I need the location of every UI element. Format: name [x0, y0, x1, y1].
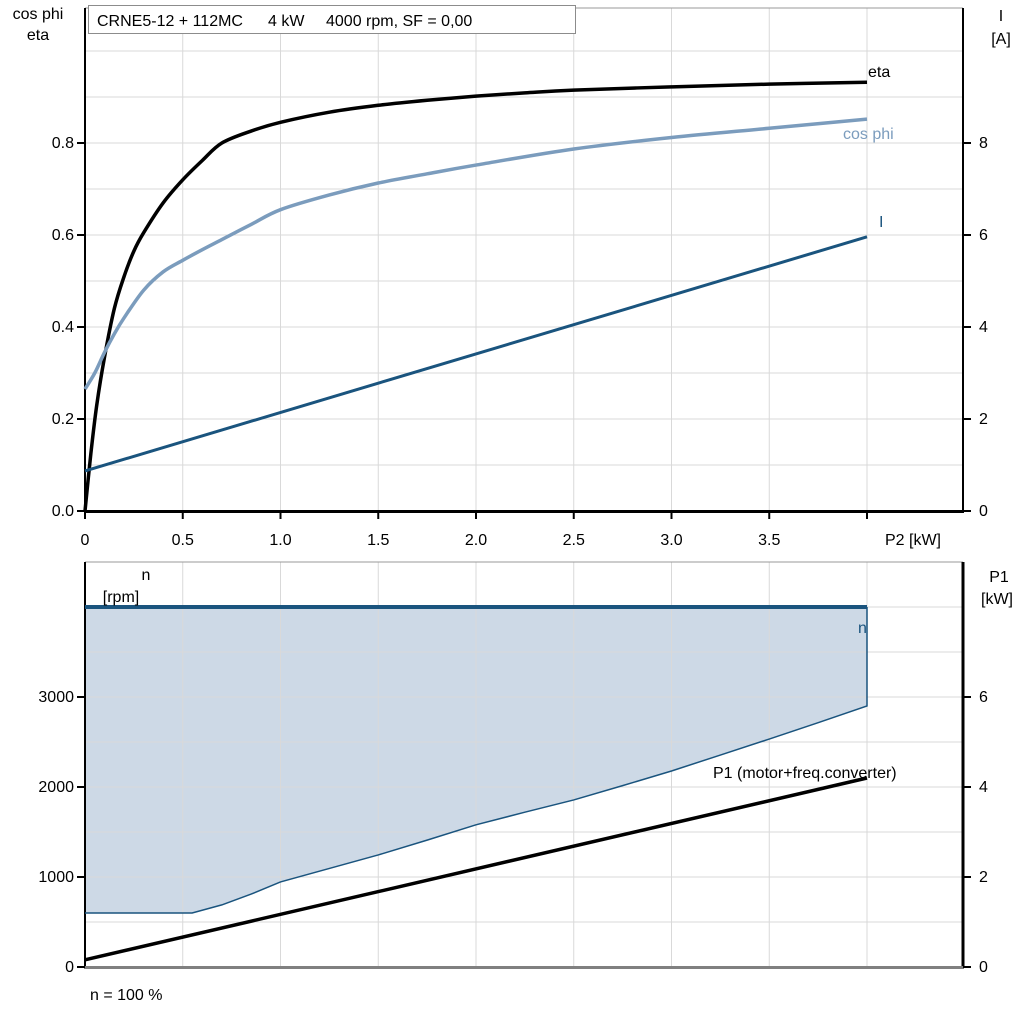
curve-p1-motor-freq-converter: [84, 776, 868, 962]
top-right-tick-label: 4: [979, 319, 988, 336]
title-power: 4 kW: [268, 13, 305, 30]
title-speed-sf: 4000 rpm, SF = 0,00: [326, 13, 472, 30]
title-model: CRNE5-12 + 112MC: [97, 13, 243, 30]
bottom-right-tick-label: 6: [979, 689, 988, 706]
top-right-tick-label: 2: [979, 411, 988, 428]
top-right-tick-label: 6: [979, 227, 988, 244]
top-left-tick-label: 0.4: [52, 319, 74, 336]
bottom-left-tick-label: 2000: [38, 779, 74, 796]
curve-cos-phi: [83, 117, 868, 391]
bottom-left-axis-label-n: n: [142, 567, 151, 584]
curve-label-p1: P1 (motor+freq.converter): [713, 765, 897, 782]
bottom-right-axis-label-p1: P1: [989, 569, 1009, 586]
curve-layer: [83, 80, 868, 962]
top-left-tick-label: 0.0: [52, 503, 74, 520]
n-region-lower-boundary: [85, 607, 868, 914]
top-left-axis-label-cos-phi: cos phi: [13, 6, 64, 23]
axis-layer: [84, 7, 965, 969]
top-x-tick-label: 3.0: [660, 532, 682, 549]
curve-label-eta: eta: [868, 64, 890, 81]
bottom-right-axis-label-unit: [kW]: [981, 591, 1013, 608]
top-x-tick-label: 2.5: [563, 532, 585, 549]
top-right-axis-label-i: I: [999, 8, 1003, 25]
top-right-tick-label: 8: [979, 135, 988, 152]
gridline-layer: [85, 8, 963, 967]
annotation-n-100-percent: n = 100 %: [90, 987, 163, 1004]
bottom-right-tick-label: 0: [979, 959, 988, 976]
top-left-tick-label: 0.2: [52, 411, 74, 428]
top-x-tick-label: 0.5: [172, 532, 194, 549]
top-x-tick-label: 3.5: [758, 532, 780, 549]
top-left-tick-label: 0.8: [52, 135, 74, 152]
top-x-axis-label: P2 [kW]: [885, 532, 941, 549]
bottom-left-tick-label: 0: [65, 959, 74, 976]
curve-i: [84, 235, 868, 473]
labels-layer: cos phi eta CRNE5-12 + 112MC 4 kW 4000 r…: [13, 5, 1013, 1004]
bottom-left-axis-label-unit: [rpm]: [103, 589, 139, 606]
top-x-tick-label: 0: [81, 532, 90, 549]
bottom-left-tick-label: 1000: [38, 869, 74, 886]
top-right-axis-label-unit: [A]: [991, 31, 1011, 48]
top-left-tick-label: 0.6: [52, 227, 74, 244]
chart-title-box: [88, 5, 576, 34]
bottom-right-tick-label: 4: [979, 779, 988, 796]
curve-label-cos-phi: cos phi: [843, 126, 894, 143]
top-x-tick-label: 1.5: [367, 532, 389, 549]
top-x-tick-label: 2.0: [465, 532, 487, 549]
bottom-left-tick-label: 3000: [38, 689, 74, 706]
top-x-tick-label: 1.0: [269, 532, 291, 549]
top-left-axis-label-eta: eta: [27, 27, 49, 44]
tick-layer: 0 0.5 1.0 1.5 2.0 2.5 3.0 3.5 0.0 0.2 0.4 0.6 0.8 0 2 4…: [38, 135, 988, 976]
bottom-right-tick-label: 2: [979, 869, 988, 886]
top-right-tick-label: 0: [979, 503, 988, 520]
curve-eta: [83, 80, 868, 512]
region-label-n: n: [858, 620, 867, 637]
curve-label-i: I: [879, 214, 883, 231]
